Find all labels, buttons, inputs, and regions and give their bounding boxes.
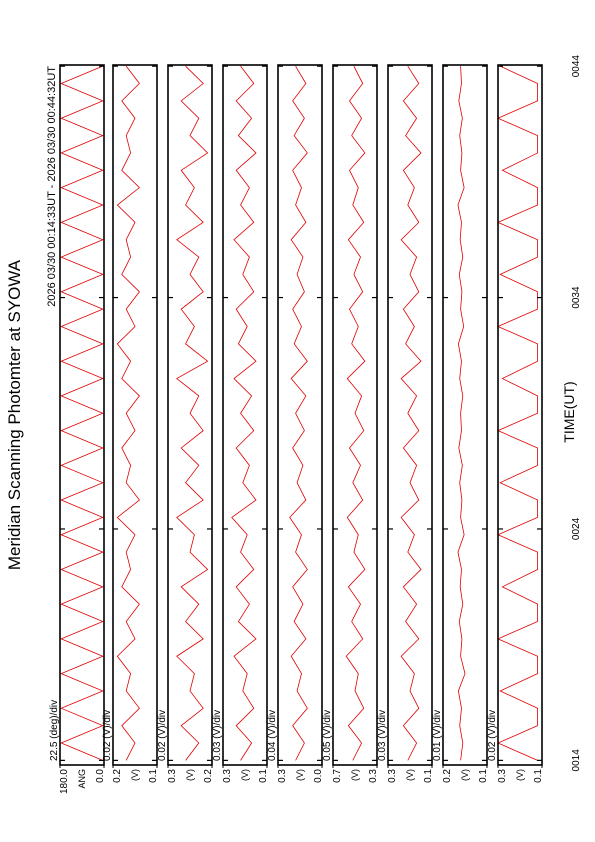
signal-line [231,65,257,761]
y-tick-label: 0.0 [95,769,106,783]
x-tick-label: 0014 [571,749,582,772]
unit-label: (V) [295,769,305,781]
signal-line [289,65,308,761]
y-tick-label: 180.0 [59,769,70,794]
x-tick-label: 0024 [571,517,582,540]
x-tick-label: 0034 [571,286,582,309]
x-axis-label: TIME(UT) [561,381,577,442]
scale-label: 0.04 (V)/div [267,710,278,761]
scale-label: 22.5 (deg)/div [49,700,60,761]
y-tick-label: 0.3 [222,769,233,783]
scale-label: 0.05 (V)/div [322,710,333,761]
y-tick-label: 0.3 [497,769,508,783]
y-tick-label: 0.1 [423,769,434,783]
scale-label: 0.01 (V)/div [432,710,443,761]
panel-frame [442,64,488,766]
y-tick-label: 0.1 [478,769,489,783]
unit-label: (V) [185,769,195,781]
unit-label: (V) [460,769,470,781]
signal-line [497,65,538,761]
panel-frame [497,64,543,766]
unit-label: (V) [130,769,140,781]
signal-line [176,65,209,761]
unit-label: ANG [77,769,87,789]
scale-label: 0.02 (V)/div [102,710,113,761]
y-tick-label: 0.0 [313,769,324,783]
scale-label: 0.02 (V)/div [487,710,498,761]
signal-line [400,65,422,761]
panel-frame [59,64,105,766]
signal-line [60,65,104,761]
panel-frame [112,64,158,766]
y-tick-label: 0.3 [368,769,379,783]
chart-subtitle: 2026 03/30 00:14:33UT - 2026 03/30 00:44… [46,66,58,307]
signal-line [116,65,141,761]
y-tick-label: 0.3 [167,769,178,783]
signal-line [345,65,366,761]
scale-label: 0.03 (V)/div [212,710,223,761]
y-tick-label: 0.2 [112,769,123,783]
panel-frame [387,64,433,766]
y-tick-label: 0.7 [332,769,343,783]
y-tick-label: 0.3 [387,769,398,783]
signal-line [457,66,466,761]
unit-label: (V) [515,769,525,781]
y-tick-label: 0.2 [442,769,453,783]
y-tick-label: 0.2 [203,769,214,783]
y-tick-label: 0.3 [277,769,288,783]
chart-title: Meridian Scanning Photomter at SYOWA [5,259,24,570]
x-tick-label: 0044 [571,55,582,78]
unit-label: (V) [240,769,250,781]
y-tick-label: 0.1 [258,769,269,783]
y-tick-label: 0.1 [533,769,544,783]
panel-frame [167,64,213,766]
panel-frame [277,64,323,766]
unit-label: (V) [405,769,415,781]
scale-label: 0.03 (V)/div [377,710,388,761]
unit-label: (V) [350,769,360,781]
y-tick-label: 0.1 [148,769,159,783]
panel-frame [332,64,378,766]
scale-label: 0.02 (V)/div [157,710,168,761]
panel-frame [222,64,268,766]
